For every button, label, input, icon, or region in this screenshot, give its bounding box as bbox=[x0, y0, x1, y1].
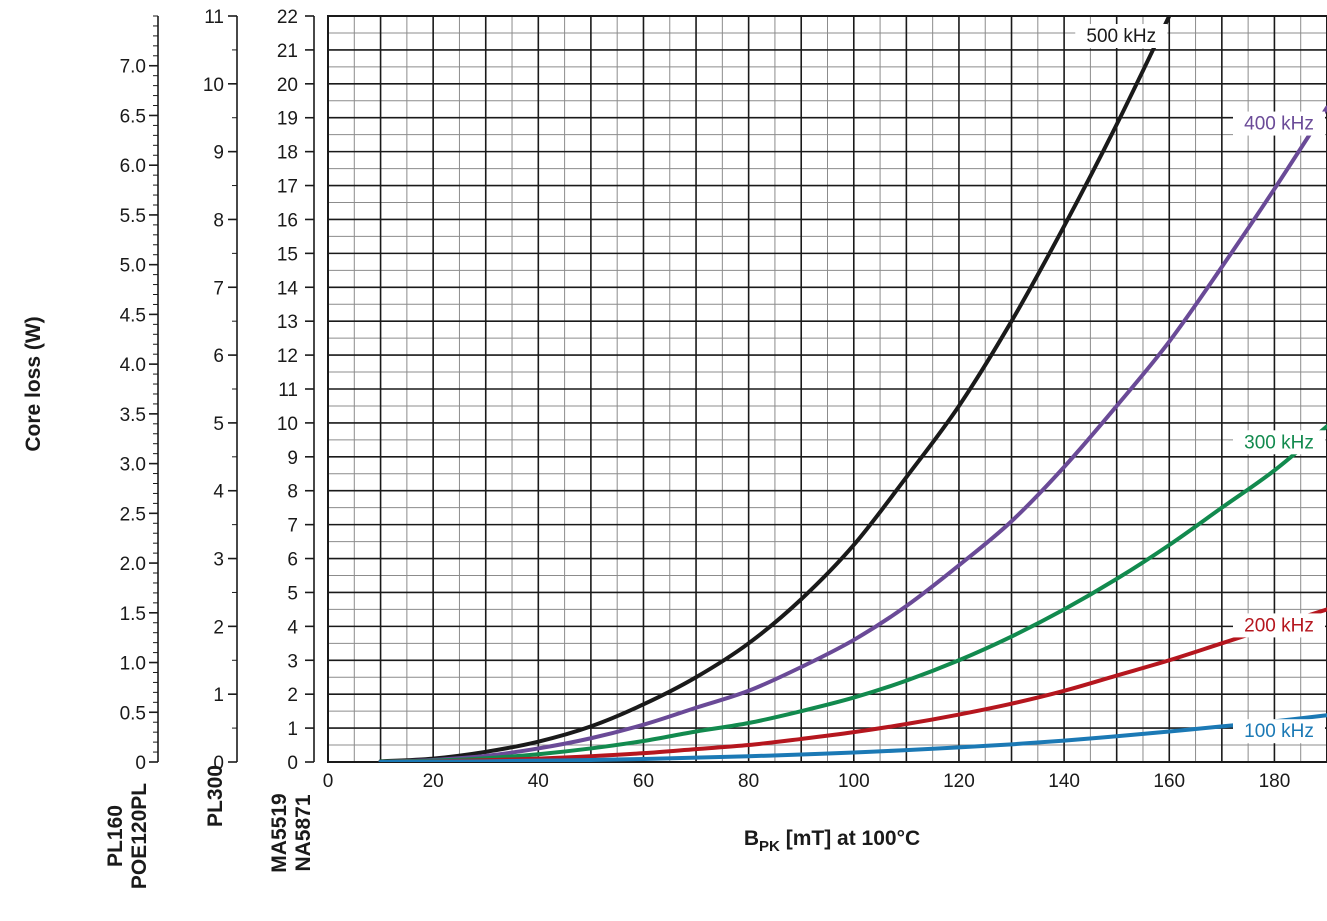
y-tick-label: 7 bbox=[213, 278, 224, 299]
series-label-bg bbox=[1233, 613, 1325, 638]
series-label: 100 kHz bbox=[1244, 721, 1314, 742]
series-line bbox=[378, 16, 1172, 762]
y-tick-label: 4.5 bbox=[120, 305, 146, 326]
x-tick-label: 100 bbox=[838, 771, 870, 792]
axis1-material-2: POE120PL bbox=[128, 783, 151, 889]
series-line bbox=[378, 105, 1327, 762]
y-tick-label: 10 bbox=[277, 414, 298, 435]
y-tick-label: 2 bbox=[287, 685, 298, 706]
x-axis-title-rest: [mT] at 100°C bbox=[780, 827, 920, 850]
series-label-bg bbox=[1233, 111, 1325, 136]
series-line bbox=[378, 713, 1327, 762]
y-tick-label: 21 bbox=[277, 41, 298, 62]
series-label-bg bbox=[1075, 24, 1168, 48]
y-tick-label: 0 bbox=[135, 753, 146, 774]
y-tick-label: 3 bbox=[213, 550, 224, 571]
x-tick-label: 0 bbox=[323, 771, 334, 792]
y-tick-label: 6.5 bbox=[120, 106, 146, 127]
y-tick-label: 6 bbox=[287, 550, 298, 571]
y-tick-label: 4.0 bbox=[120, 355, 146, 376]
x-tick-label: 80 bbox=[738, 771, 759, 792]
y-tick-label: 22 bbox=[277, 7, 298, 28]
y-tick-label: 1 bbox=[213, 685, 224, 706]
y-tick-label: 7.0 bbox=[120, 57, 146, 78]
series-label-bg bbox=[1233, 430, 1325, 455]
y-axis-title: Core loss (W) bbox=[22, 316, 45, 451]
y-tick-label: 1.5 bbox=[120, 604, 146, 625]
series-label: 500 kHz bbox=[1086, 26, 1156, 47]
y-tick-label: 15 bbox=[277, 244, 298, 265]
series-line bbox=[378, 607, 1327, 762]
axis3-material-2: NA5871 bbox=[292, 794, 315, 871]
y-tick-label: 1 bbox=[287, 719, 298, 740]
y-tick-label: 3 bbox=[287, 651, 298, 672]
x-tick-label: 180 bbox=[1259, 771, 1291, 792]
y-tick-label: 9 bbox=[287, 448, 298, 469]
x-axis-title-sub: PK bbox=[759, 838, 780, 855]
series-line bbox=[378, 424, 1327, 762]
y-tick-label: 5 bbox=[287, 583, 298, 604]
axes: 0 20 40 60 80 100 120 140 160 18000.51.01.52.02.5… bbox=[120, 7, 1291, 792]
x-tick-label: 160 bbox=[1153, 771, 1185, 792]
x-axis-title-main: B bbox=[744, 827, 759, 850]
y-tick-label: 11 bbox=[278, 380, 298, 401]
y-tick-label: 0 bbox=[213, 753, 224, 774]
y-tick-label: 11 bbox=[204, 7, 224, 28]
y-tick-label: 5.0 bbox=[120, 256, 146, 277]
y-tick-label: 6 bbox=[213, 346, 224, 367]
y-tick-label: 5.5 bbox=[120, 206, 146, 227]
y-tick-label: 9 bbox=[213, 143, 224, 164]
y-tick-label: 13 bbox=[277, 312, 298, 333]
y-tick-label: 5 bbox=[213, 414, 224, 435]
plot-frame bbox=[327, 15, 1327, 763]
y-tick-label: 4 bbox=[213, 482, 224, 503]
y-tick-label: 7 bbox=[287, 516, 298, 537]
y-tick-label: 3.5 bbox=[120, 405, 146, 426]
series-curves: 500 kHz 400 kHz 300 kHz 200 kHz 100 kHz bbox=[378, 16, 1327, 762]
y-tick-label: 2.0 bbox=[120, 554, 146, 575]
axis3-material-1: MA5519 bbox=[268, 793, 291, 872]
axis1-material-1: PL160 bbox=[104, 805, 127, 867]
x-tick-label: 60 bbox=[633, 771, 654, 792]
y-tick-label: 18 bbox=[277, 143, 298, 164]
series-label: 200 kHz bbox=[1244, 615, 1314, 636]
y-tick-label: 20 bbox=[277, 75, 298, 96]
y-tick-label: 1.0 bbox=[120, 654, 146, 675]
series-label-bg bbox=[1233, 719, 1325, 744]
y-tick-label: 14 bbox=[277, 278, 299, 299]
y-tick-label: 0.5 bbox=[120, 703, 146, 724]
x-axis-title: BPK [mT] at 100°C bbox=[744, 827, 920, 855]
x-tick-label: 20 bbox=[423, 771, 444, 792]
x-tick-label: 40 bbox=[528, 771, 549, 792]
y-tick-label: 3.0 bbox=[120, 455, 146, 476]
x-tick-label: 140 bbox=[1048, 771, 1080, 792]
y-tick-label: 0 bbox=[287, 753, 298, 774]
series-label: 300 kHz bbox=[1244, 432, 1314, 453]
y-tick-label: 2.5 bbox=[120, 504, 146, 525]
y-tick-label: 10 bbox=[203, 75, 224, 96]
y-tick-label: 17 bbox=[277, 177, 298, 198]
y-tick-label: 12 bbox=[277, 346, 298, 367]
y-tick-label: 8 bbox=[213, 210, 224, 231]
y-tick-label: 8 bbox=[287, 482, 298, 503]
x-tick-label: 120 bbox=[943, 771, 975, 792]
y-tick-label: 6.0 bbox=[120, 156, 146, 177]
y-tick-label: 2 bbox=[213, 617, 224, 638]
y-tick-label: 16 bbox=[277, 210, 298, 231]
y-tick-label: 19 bbox=[277, 109, 298, 130]
axis2-material-1: PL300 bbox=[204, 765, 227, 827]
y-tick-label: 4 bbox=[287, 617, 298, 638]
series-label: 400 kHz bbox=[1244, 114, 1314, 135]
